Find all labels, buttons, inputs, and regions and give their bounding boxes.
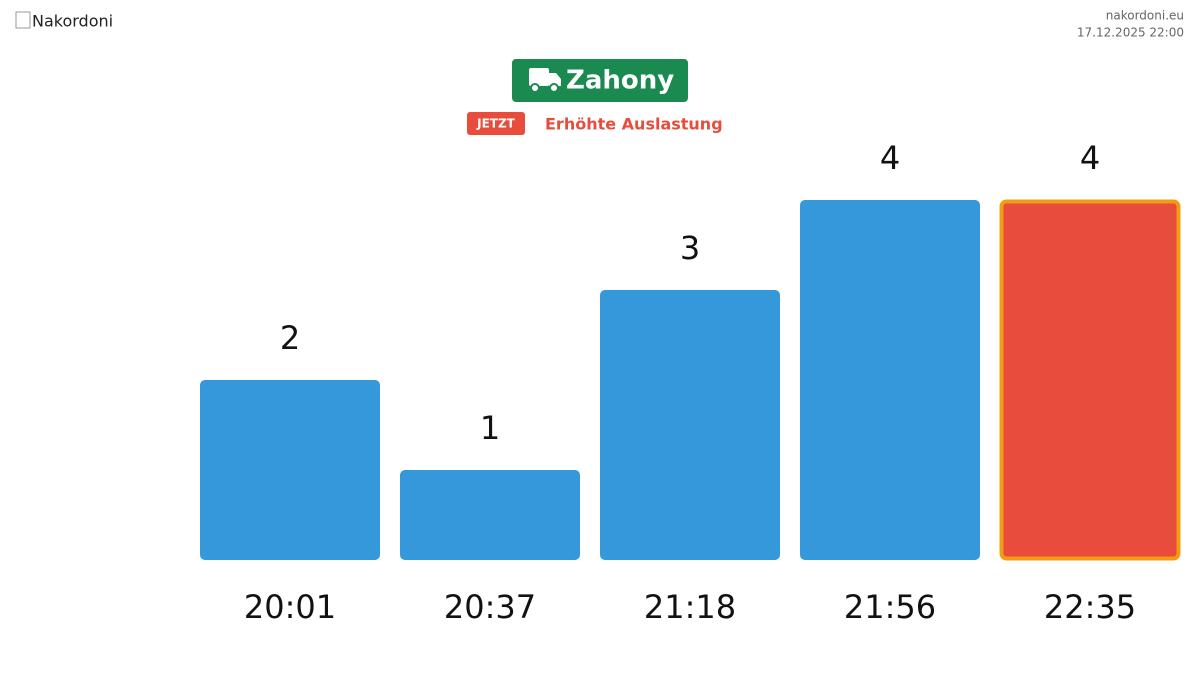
bar [400,470,580,560]
chart-title: Zahony [566,66,674,96]
category-label: 22:35 [1044,588,1136,626]
category-label: 21:18 [644,588,736,626]
value-label: 3 [680,229,700,267]
title-badge: Zahony [512,59,688,102]
value-label: 2 [280,319,300,357]
truck-icon [529,68,561,93]
value-label: 4 [1080,139,1100,177]
category-label: 20:37 [444,588,536,626]
bar [999,199,1181,561]
now-badge: JETZT [476,117,516,131]
chart: 2 20:01 1 20:37 3 21:18 4 21:56 4 22:35 [200,139,1181,626]
category-label: 20:01 [244,588,336,626]
value-label: 1 [480,409,500,447]
logo-alt: Nakordoni [32,12,113,31]
now-badge-background [467,112,525,135]
value-label: 4 [880,139,900,177]
category-label: 21:56 [844,588,936,626]
logo: Nakordoni [15,11,113,31]
broken-image-icon [15,11,31,29]
bar [800,200,980,560]
bar [600,290,780,560]
bar [200,380,380,560]
timestamp: 17.12.2025 22:00 [1077,26,1184,40]
status: Erhöhte Auslastung [545,115,723,134]
site: nakordoni.eu [1106,9,1184,23]
